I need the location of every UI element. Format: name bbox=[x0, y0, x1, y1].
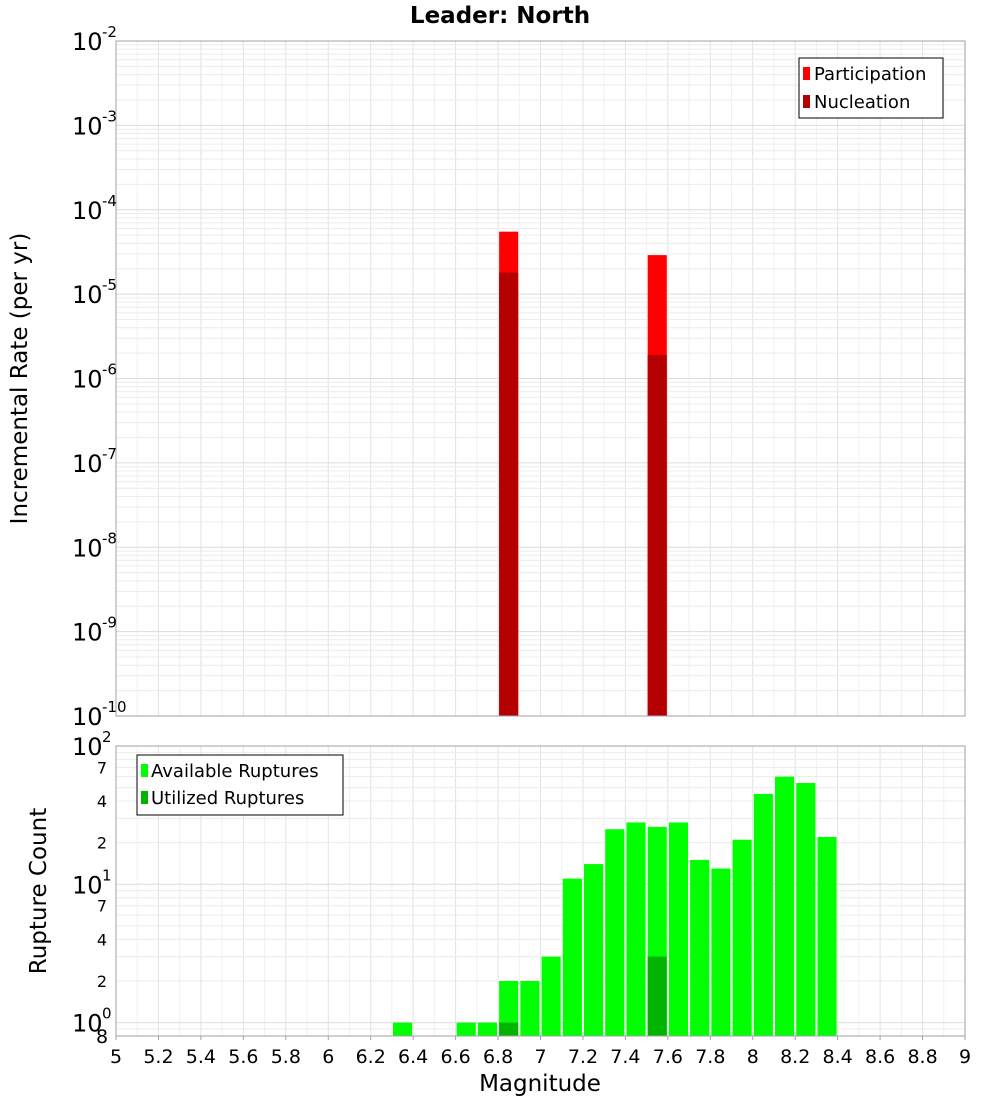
x-tick-label: 5.2 bbox=[143, 1046, 173, 1068]
x-tick-label: 5.8 bbox=[271, 1046, 301, 1068]
legend-label: Nucleation bbox=[814, 92, 910, 113]
y-tick-exponent: -4 bbox=[102, 192, 117, 210]
legend-label: Available Ruptures bbox=[151, 761, 319, 782]
bar-secondary bbox=[499, 272, 519, 716]
y-tick-label: 10 bbox=[72, 366, 103, 394]
y-axis-title: Rupture Count bbox=[26, 808, 52, 974]
legend-box bbox=[136, 754, 344, 816]
bar-primary bbox=[732, 839, 752, 1036]
legend-label: Utilized Ruptures bbox=[151, 788, 304, 809]
bar-secondary bbox=[499, 1022, 519, 1036]
x-tick-label: 6.2 bbox=[356, 1046, 386, 1068]
y-axis-title: Incremental Rate (per yr) bbox=[7, 233, 33, 525]
x-tick-label: 6.8 bbox=[483, 1046, 513, 1068]
y-tick-label: 10 bbox=[72, 534, 103, 562]
bar-primary bbox=[668, 822, 689, 1036]
bar-primary bbox=[499, 980, 519, 1036]
legend-swatch bbox=[141, 764, 148, 777]
bar-primary bbox=[584, 864, 604, 1036]
x-tick-label: 8 bbox=[747, 1046, 759, 1068]
x-tick-label: 8.8 bbox=[907, 1046, 937, 1068]
x-tick-label: 7.2 bbox=[568, 1046, 598, 1068]
y-tick-label: 10 bbox=[72, 871, 103, 899]
y-tick-exponent: 0 bbox=[102, 1005, 112, 1023]
bar-primary bbox=[477, 1022, 497, 1036]
legend-swatch bbox=[141, 791, 148, 804]
y-tick-label: 10 bbox=[72, 197, 103, 225]
bar-primary bbox=[626, 822, 646, 1036]
bar-primary bbox=[817, 836, 837, 1036]
x-tick-label: 6.6 bbox=[440, 1046, 470, 1068]
y-tick-label: 10 bbox=[72, 619, 103, 647]
y-tick-label: 10 bbox=[72, 703, 103, 731]
y-tick-exponent: -7 bbox=[102, 445, 117, 463]
legend-top: Participation Nucleation bbox=[798, 57, 944, 119]
bar-primary bbox=[520, 980, 540, 1036]
y-tick-label: 10 bbox=[72, 281, 103, 309]
chart-title: Leader: North bbox=[410, 3, 590, 29]
y-tick-label: 4 bbox=[97, 930, 107, 949]
bar-primary bbox=[562, 878, 582, 1036]
bar-primary bbox=[753, 793, 773, 1036]
legend-box bbox=[798, 57, 944, 119]
bar-secondary bbox=[647, 354, 667, 716]
y-tick-exponent: -5 bbox=[102, 276, 117, 294]
x-tick-label: 9 bbox=[959, 1046, 971, 1068]
y-tick-label: 10 bbox=[72, 112, 103, 140]
y-bottom-label: 8 bbox=[96, 1026, 108, 1048]
bar-primary bbox=[456, 1022, 476, 1036]
y-tick-exponent: 1 bbox=[102, 866, 112, 884]
y-tick-label: 10 bbox=[72, 450, 103, 478]
x-tick-label: 7.4 bbox=[610, 1046, 640, 1068]
legend-swatch bbox=[803, 95, 810, 108]
y-tick-exponent: -6 bbox=[102, 361, 117, 379]
x-axis-title: Magnitude bbox=[479, 1071, 601, 1097]
y-tick-exponent: -8 bbox=[102, 529, 117, 547]
y-tick-exponent: -2 bbox=[102, 23, 117, 41]
y-tick-label: 10 bbox=[72, 733, 103, 761]
y-tick-label: 10 bbox=[72, 28, 103, 56]
x-tick-label: 5.4 bbox=[186, 1046, 216, 1068]
y-tick-label: 4 bbox=[97, 792, 107, 811]
x-tick-label: 7 bbox=[534, 1046, 546, 1068]
bar-primary bbox=[541, 956, 561, 1036]
x-tick-label: 8.6 bbox=[865, 1046, 895, 1068]
y-tick-label: 7 bbox=[97, 897, 107, 916]
bar-primary bbox=[711, 868, 731, 1036]
bar-secondary bbox=[647, 956, 667, 1036]
bar-primary bbox=[796, 783, 816, 1036]
plot-frame bbox=[115, 40, 966, 717]
x-tick-label: 5.6 bbox=[228, 1046, 258, 1068]
x-tick-label: 8.2 bbox=[780, 1046, 810, 1068]
legend-label: Participation bbox=[814, 64, 926, 85]
y-tick-label: 7 bbox=[97, 758, 107, 777]
bar-primary bbox=[775, 776, 795, 1036]
y-tick-exponent: -10 bbox=[102, 698, 127, 716]
x-tick-label: 6 bbox=[322, 1046, 334, 1068]
legend-bottom: Available Ruptures Utilized Ruptures bbox=[136, 754, 344, 816]
y-tick-exponent: 2 bbox=[102, 728, 112, 746]
y-tick-label: 2 bbox=[97, 834, 107, 853]
x-tick-label: 8.4 bbox=[823, 1046, 853, 1068]
y-tick-label: 10 bbox=[72, 1010, 103, 1038]
bar-primary bbox=[392, 1022, 413, 1036]
bar-primary bbox=[605, 829, 625, 1036]
y-tick-exponent: -3 bbox=[102, 107, 117, 125]
y-tick-label: 2 bbox=[97, 972, 107, 991]
x-tick-label: 7.6 bbox=[653, 1046, 683, 1068]
x-tick-label: 6.4 bbox=[398, 1046, 428, 1068]
y-tick-exponent: -9 bbox=[102, 614, 117, 632]
bar-primary bbox=[690, 859, 710, 1036]
x-tick-label: 7.8 bbox=[695, 1046, 725, 1068]
x-tick-label: 5 bbox=[110, 1046, 122, 1068]
legend-swatch bbox=[803, 67, 810, 80]
